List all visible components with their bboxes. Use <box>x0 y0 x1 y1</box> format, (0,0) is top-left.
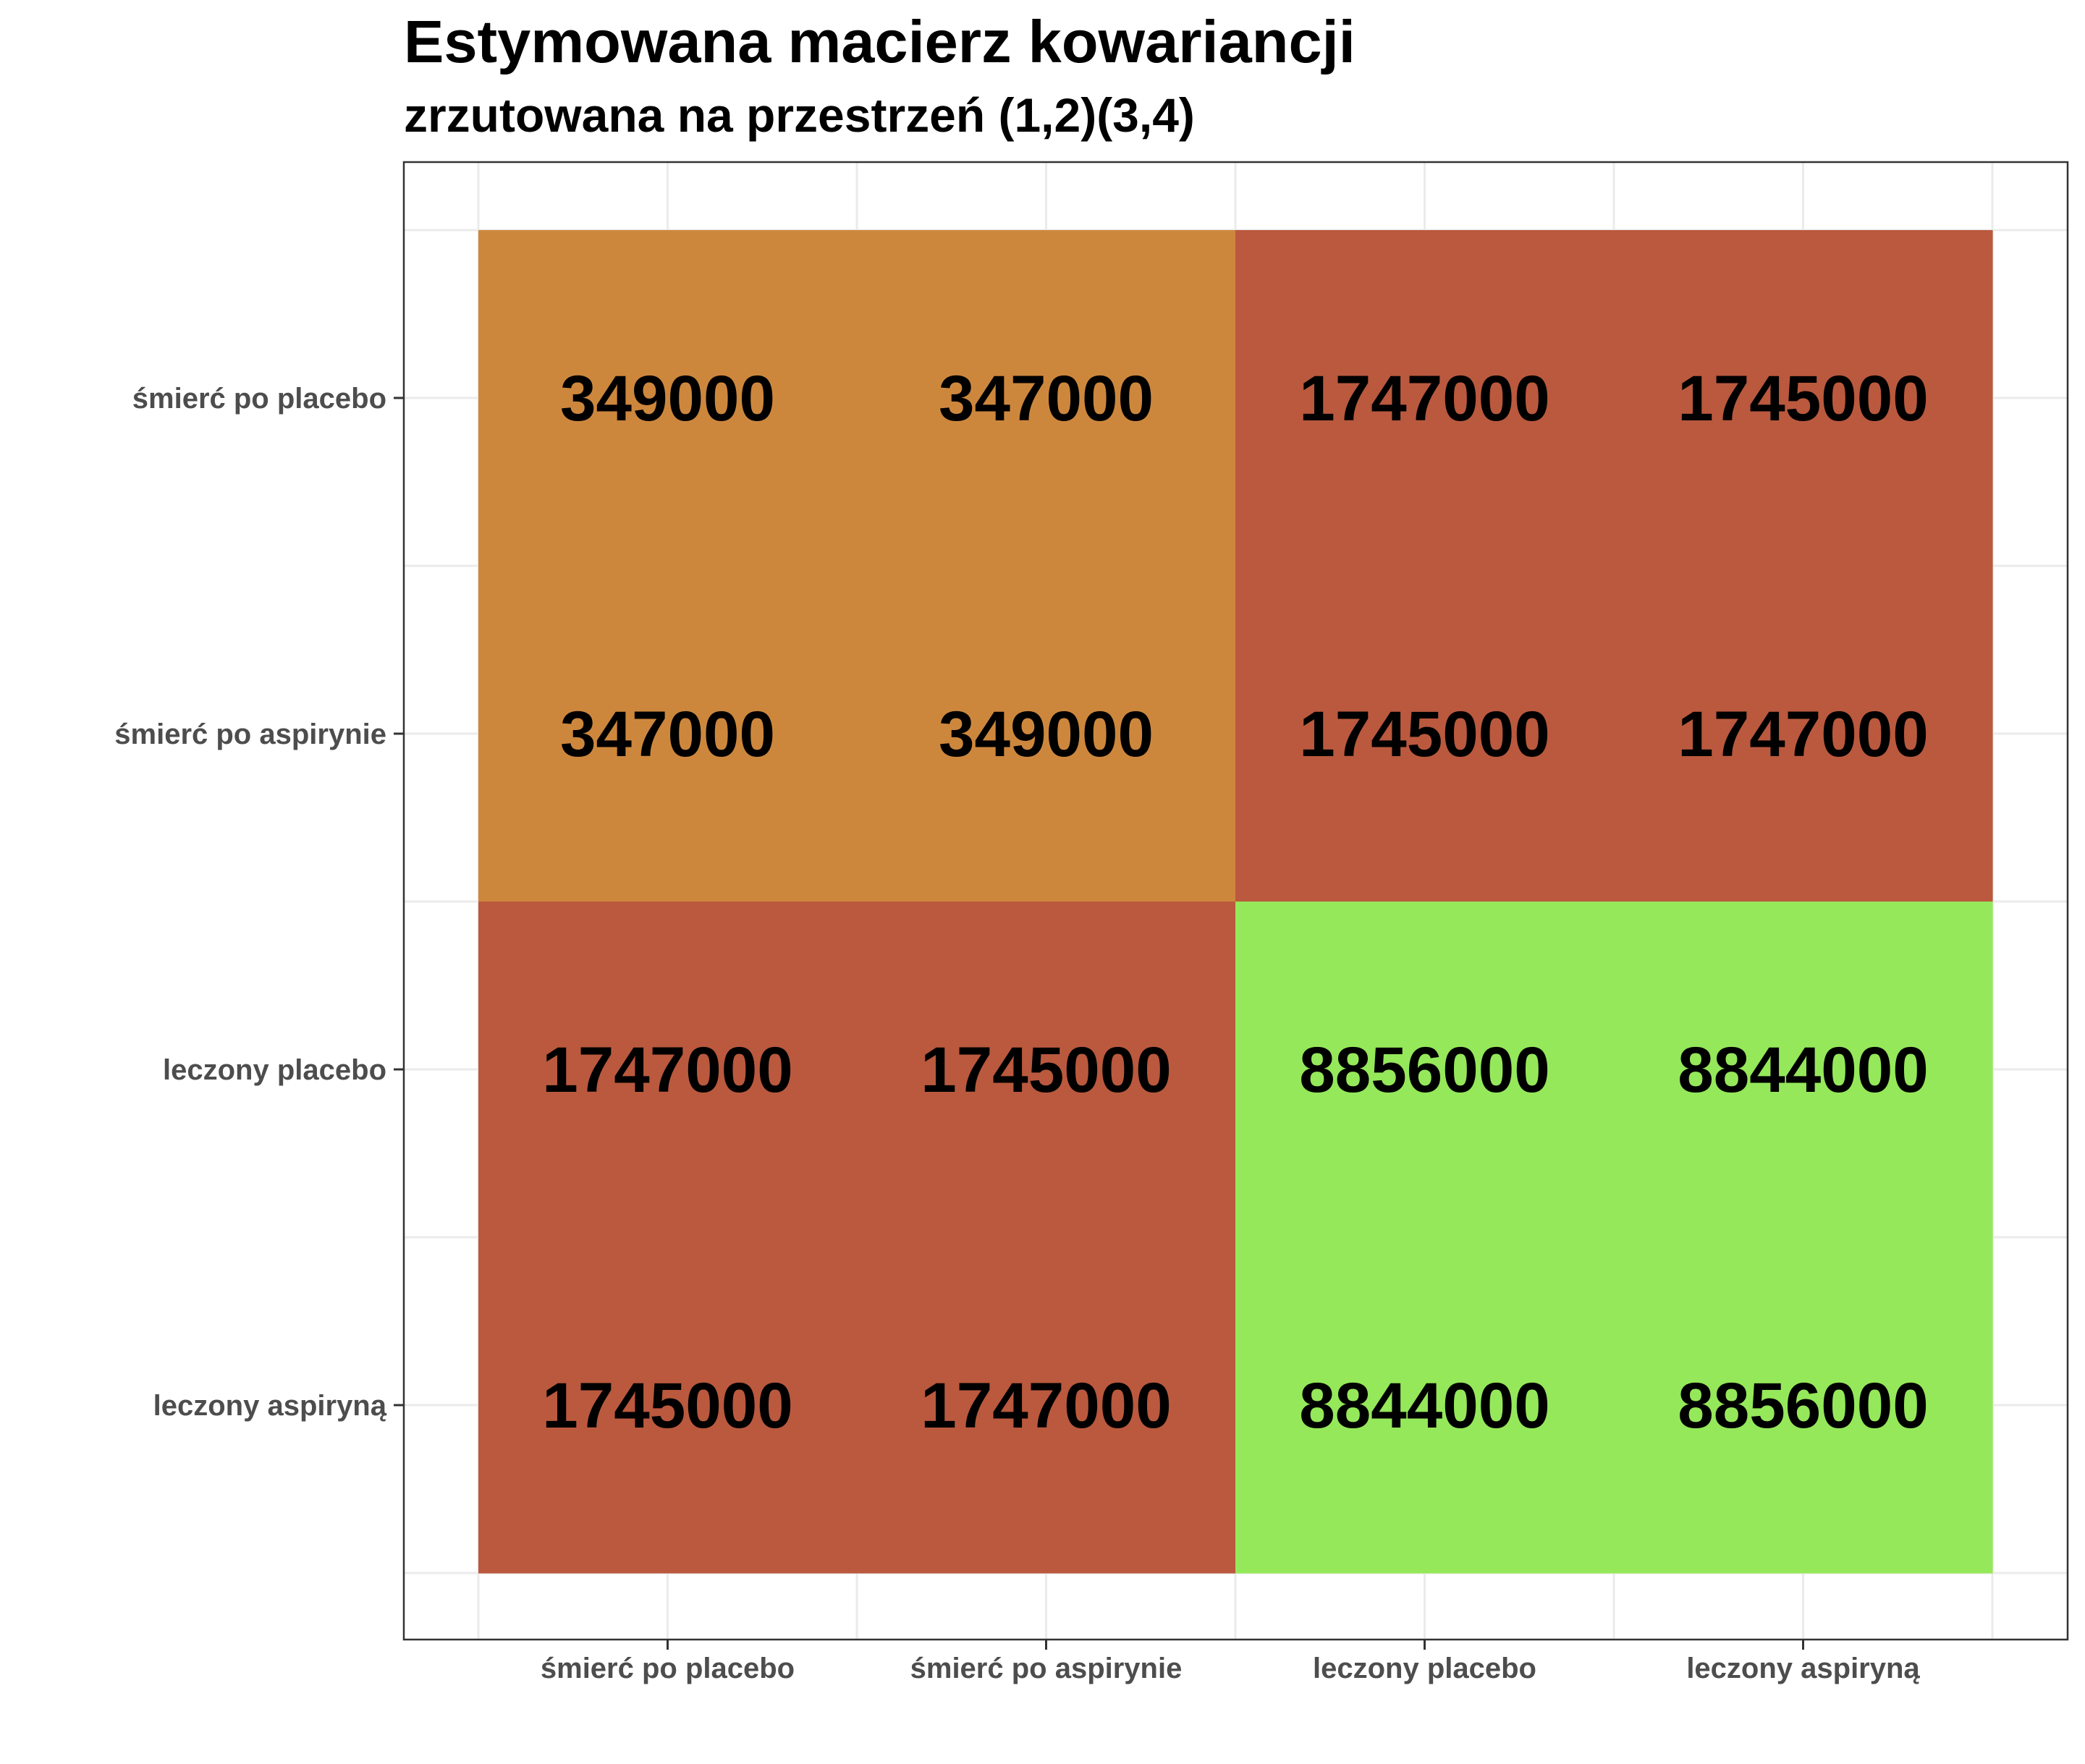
chart-subtitle: zrzutowana na przestrzeń (1,2)(3,4) <box>404 88 1195 142</box>
cell-value-label: 347000 <box>939 362 1154 434</box>
heatmap-cell <box>857 230 1236 567</box>
heatmap-cell <box>1614 230 1993 567</box>
cell-value-label: 349000 <box>939 697 1154 770</box>
heatmap-cell <box>1235 902 1615 1238</box>
cell-value-label: 8844000 <box>1678 1033 1928 1106</box>
heatmap-cell <box>478 1237 858 1574</box>
plot-area: 349000 347000 1747000 1745000 347000 349000 17… <box>114 161 2069 1684</box>
cell-value-label: 8844000 <box>1299 1369 1549 1441</box>
cell-value-label: 8856000 <box>1678 1369 1928 1441</box>
x-tick-label: leczony aspiryną <box>1686 1653 1920 1684</box>
y-tick-label: śmierć po placebo <box>132 383 386 415</box>
heatmap-cell <box>478 230 858 567</box>
heatmap-cell <box>1235 1237 1615 1574</box>
heatmap-cell <box>857 1237 1236 1574</box>
heatmap-cell <box>1235 566 1615 902</box>
heatmap-cell <box>478 902 858 1238</box>
cell-value-label: 1745000 <box>542 1369 792 1441</box>
cell-value-label: 1745000 <box>921 1033 1171 1106</box>
y-tick-label: leczony aspiryną <box>153 1390 387 1422</box>
heatmap-cell <box>1235 230 1615 567</box>
heatmap-cell <box>857 566 1236 902</box>
cell-value-label: 1747000 <box>921 1369 1171 1441</box>
cell-value-label: 1745000 <box>1299 697 1549 770</box>
chart-title: Estymowana macierz kowariancji <box>404 8 1356 75</box>
cell-value-label: 8856000 <box>1299 1033 1549 1106</box>
heatmap-cell <box>1614 566 1993 902</box>
heatmap-cell <box>1614 902 1993 1238</box>
cell-value-label: 349000 <box>560 362 775 434</box>
cell-value-label: 1747000 <box>542 1033 792 1106</box>
heatmap-cell <box>478 566 858 902</box>
cell-value-label: 1747000 <box>1299 362 1549 434</box>
heatmap-cell <box>1614 1237 1993 1574</box>
panel-border <box>402 161 2069 1641</box>
y-tick-label: śmierć po aspirynie <box>114 718 386 750</box>
heatmap-cell <box>857 902 1236 1238</box>
x-tick-label: leczony placebo <box>1313 1653 1536 1684</box>
cell-value-label: 1745000 <box>1678 362 1928 434</box>
cell-value-label: 1747000 <box>1678 697 1928 770</box>
x-tick-label: śmierć po placebo <box>541 1653 795 1684</box>
y-tick-label: leczony placebo <box>163 1054 386 1086</box>
cell-value-label: 347000 <box>560 697 775 770</box>
x-tick-label: śmierć po aspirynie <box>910 1653 1183 1684</box>
